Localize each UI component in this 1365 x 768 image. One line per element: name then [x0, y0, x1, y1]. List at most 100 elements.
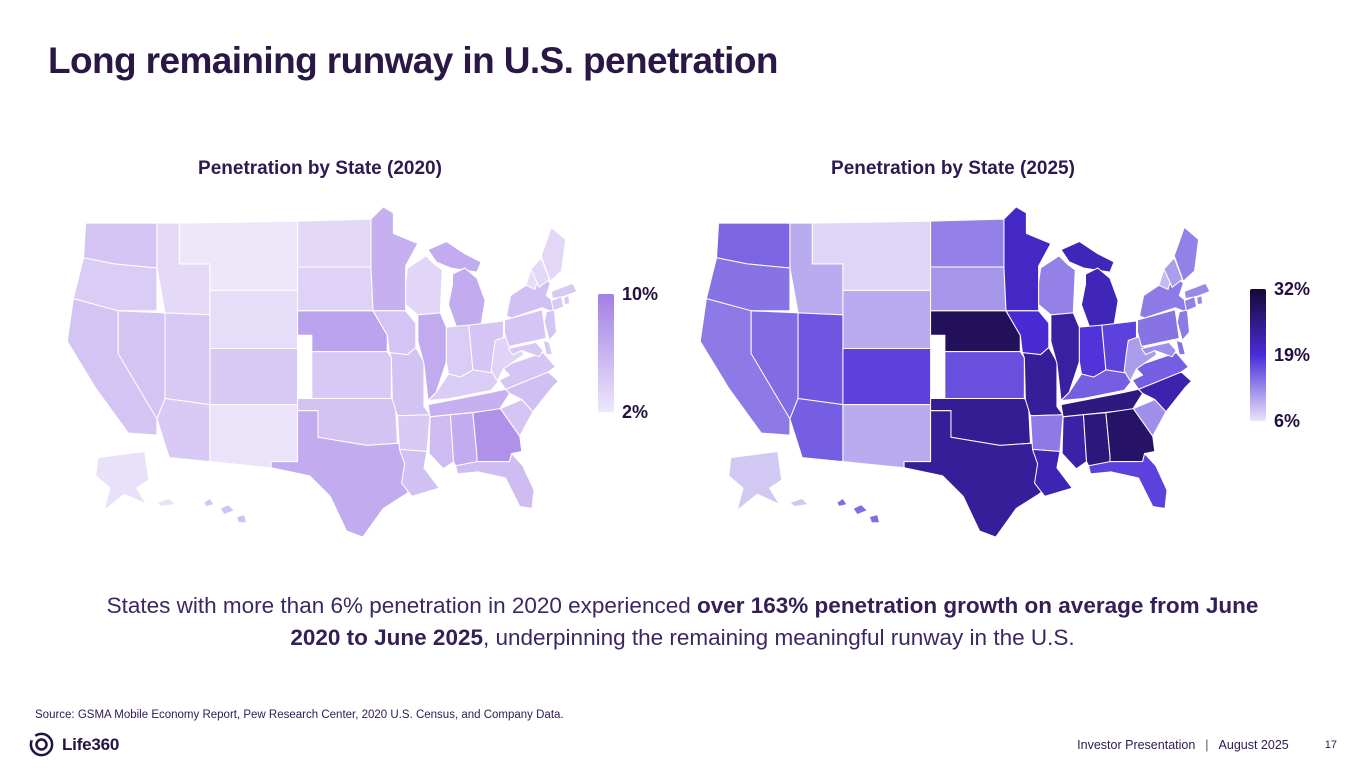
state-ky-2020 [427, 369, 500, 402]
footer: Life360 Investor Presentation | August 2… [0, 724, 1365, 760]
state-in-2020 [445, 324, 474, 378]
legend-tick-label: 2% [622, 402, 649, 422]
legend-gradient-bar-2020 [598, 294, 614, 412]
state-nc-2020 [504, 371, 560, 413]
state-md-2020 [508, 341, 544, 358]
state-mn-2025 [1003, 206, 1052, 312]
map-2025-block: Penetration by State (2025) [688, 158, 1218, 560]
state-hi-2025 [868, 514, 881, 524]
state-wy-2020 [209, 289, 299, 350]
state-ak-2020 [156, 497, 176, 508]
state-ar-2020 [396, 414, 431, 452]
legend-2020: 10% 2% [598, 284, 658, 422]
state-mi-2025 [1060, 240, 1115, 273]
legend-gradient-bar-2025 [1250, 289, 1266, 421]
caption: States with more than 6% penetration in … [0, 590, 1365, 653]
state-ne-2025 [930, 310, 1021, 353]
state-ky-2025 [1060, 369, 1133, 402]
choropleth-map-2025 [699, 206, 1211, 538]
state-fl-2025 [1088, 452, 1168, 510]
state-az-2020 [156, 397, 211, 463]
map-2025-title: Penetration by State (2025) [831, 158, 1075, 179]
state-tx-2020 [270, 410, 423, 538]
state-hi-2025 [852, 503, 868, 516]
state-de-2020 [542, 339, 553, 356]
state-in-2025 [1078, 324, 1107, 378]
source-note: Source: GSMA Mobile Economy Report, Pew … [35, 709, 564, 721]
state-ak-2025 [728, 450, 783, 512]
state-ak-2025 [789, 497, 809, 508]
state-wi-2025 [1038, 255, 1076, 316]
state-sd-2020 [297, 266, 374, 312]
choropleth-map-2020 [66, 206, 578, 538]
state-mo-2020 [388, 346, 431, 417]
state-hi-2025 [836, 497, 848, 508]
state-mo-2025 [1021, 346, 1064, 417]
state-ks-2025 [944, 351, 1025, 399]
state-co-2025 [842, 348, 932, 406]
state-nd-2020 [297, 218, 372, 268]
footer-date: August 2025 [1218, 738, 1289, 752]
state-mi-2020 [427, 240, 482, 273]
state-ak-2020 [95, 450, 150, 512]
state-pa-2020 [503, 309, 547, 347]
legend-tick-label: 10% [622, 284, 659, 304]
state-la-2025 [1031, 448, 1073, 497]
state-wi-2020 [405, 255, 443, 316]
legend-labels-2025: 32% 19% 6% [1274, 279, 1310, 431]
state-ma-2020 [550, 282, 578, 300]
state-hi-2020 [235, 514, 248, 524]
state-me-2025 [1173, 226, 1200, 282]
state-va-2025 [1131, 352, 1189, 390]
state-ms-2025 [1061, 414, 1088, 470]
life360-logo-icon [29, 732, 54, 757]
page-title: Long remaining runway in U.S. penetratio… [48, 40, 778, 81]
state-de-2025 [1175, 339, 1186, 356]
state-la-2020 [398, 448, 440, 497]
caption-text-bold: over 163% penetration growth on average … [290, 593, 1259, 650]
state-ks-2020 [311, 351, 392, 399]
state-va-2020 [498, 352, 556, 390]
state-hi-2020 [203, 497, 215, 508]
state-hi-2020 [219, 503, 235, 516]
state-ri-2020 [563, 295, 571, 306]
legend-2025: 32% 19% 6% [1250, 279, 1310, 431]
state-ri-2025 [1196, 295, 1204, 306]
state-ne-2020 [297, 310, 388, 353]
state-ut-2020 [164, 312, 211, 406]
state-ny-2025 [1139, 276, 1190, 319]
state-fl-2020 [455, 452, 535, 510]
state-nm-2025 [842, 404, 932, 469]
map-2020-title: Penetration by State (2020) [198, 158, 442, 179]
legend-tick-label: 19% [1274, 345, 1311, 365]
caption-text-pre: States with more than 6% penetration in … [106, 593, 697, 618]
state-nc-2025 [1137, 371, 1193, 413]
state-ut-2025 [797, 312, 844, 406]
legend-tick-label: 32% [1274, 279, 1311, 299]
brand-name: Life360 [62, 734, 120, 754]
footer-right: Investor Presentation | August 2025 17 [1077, 738, 1337, 752]
state-wy-2025 [842, 289, 932, 350]
state-ma-2025 [1183, 282, 1211, 300]
state-az-2025 [789, 397, 844, 463]
state-co-2020 [209, 348, 299, 406]
map-2020-block: Penetration by State (2020) [55, 158, 585, 560]
state-md-2025 [1141, 341, 1177, 358]
state-nd-2025 [930, 218, 1005, 268]
state-ny-2020 [506, 276, 557, 319]
state-me-2020 [540, 226, 567, 282]
caption-text-post: , underpinning the remaining meaningful … [483, 624, 1075, 650]
page-number: 17 [1324, 739, 1337, 751]
footer-presentation-label: Investor Presentation [1077, 738, 1196, 752]
footer-divider: | [1205, 738, 1209, 752]
brand-logo: Life360 [28, 731, 119, 758]
state-ar-2025 [1029, 414, 1064, 452]
state-tx-2025 [903, 410, 1056, 538]
state-ms-2020 [428, 414, 455, 470]
legend-tick-label: 6% [1274, 411, 1301, 431]
state-nm-2020 [209, 404, 299, 469]
state-mi-2020 [447, 267, 486, 328]
state-mi-2025 [1080, 267, 1119, 328]
state-mn-2020 [370, 206, 419, 312]
